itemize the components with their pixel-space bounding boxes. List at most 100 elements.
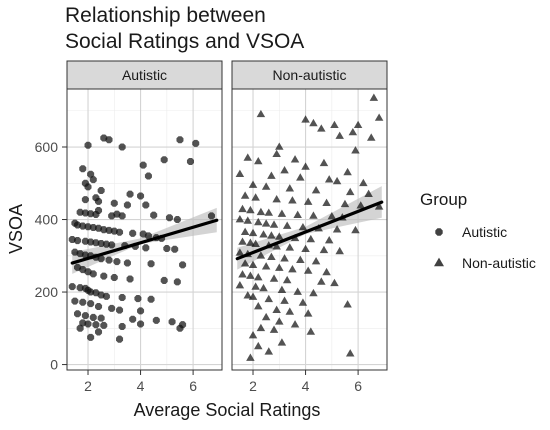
data-point [301, 162, 310, 170]
data-point [345, 349, 355, 357]
data-point [298, 298, 308, 306]
data-point [306, 327, 316, 335]
data-point [275, 263, 284, 271]
x-tick-label: 2 [249, 378, 257, 394]
data-point [142, 244, 150, 252]
data-point [139, 161, 147, 169]
data-point [147, 295, 155, 303]
data-point [126, 275, 134, 283]
data-point [353, 120, 363, 129]
data-point [335, 246, 344, 255]
legend: Group Autistic Non-autistic [420, 190, 536, 271]
data-point [324, 175, 334, 183]
data-point [116, 228, 124, 236]
x-tick-label: 4 [137, 378, 145, 394]
data-point [243, 153, 253, 161]
data-point [168, 318, 176, 326]
data-point [251, 193, 260, 201]
x-axis: 2 4 6 2 4 6 [84, 370, 362, 394]
data-point [248, 260, 258, 269]
data-point [277, 338, 287, 346]
legend-key-autistic [435, 228, 443, 236]
data-point [95, 303, 103, 311]
data-point [364, 189, 373, 197]
data-point [87, 333, 95, 341]
data-point [335, 131, 344, 139]
data-point [256, 251, 266, 259]
points-autistic [68, 134, 215, 343]
data-point [301, 115, 310, 123]
data-point [248, 292, 258, 300]
data-point [261, 262, 271, 270]
data-point [110, 199, 118, 207]
data-point [95, 328, 103, 336]
data-point [296, 173, 305, 181]
y-axis-label: VSOA [6, 204, 26, 254]
y-tick-label: 0 [50, 357, 58, 373]
x-tick-label: 6 [354, 378, 362, 394]
strip-autistic-label: Autistic [122, 67, 167, 83]
panel-autistic: Autistic [66, 60, 223, 371]
data-point [322, 267, 331, 276]
data-point [317, 277, 326, 285]
data-point [81, 196, 89, 204]
data-point [89, 270, 97, 278]
data-point [319, 245, 329, 254]
y-tick-label: 600 [35, 139, 59, 155]
data-point [261, 219, 271, 227]
data-point [269, 220, 279, 228]
data-point [100, 272, 108, 280]
data-point [290, 155, 300, 163]
data-point [272, 195, 281, 203]
data-point [126, 190, 134, 198]
data-point [240, 259, 250, 267]
data-point [160, 276, 168, 284]
legend-label-non-autistic: Non-autistic [462, 255, 536, 271]
data-point [123, 201, 131, 209]
data-point [269, 325, 279, 333]
data-point [332, 176, 342, 185]
data-point [147, 260, 155, 268]
data-point [374, 113, 384, 121]
data-point [261, 312, 271, 321]
data-point [343, 167, 352, 176]
data-point [351, 146, 360, 154]
strip-non-autistic [231, 60, 388, 90]
data-point [256, 323, 266, 332]
data-point [351, 225, 360, 234]
data-point [288, 265, 297, 273]
data-point [311, 257, 321, 265]
data-point [285, 243, 295, 251]
data-point [152, 316, 160, 324]
data-point [275, 232, 284, 240]
data-point [76, 324, 84, 332]
data-point [246, 238, 255, 246]
x-tick-label: 6 [189, 378, 197, 394]
data-point [243, 216, 253, 224]
data-point [81, 312, 89, 320]
data-point [240, 227, 250, 236]
data-point [345, 187, 355, 196]
data-point [374, 202, 384, 210]
panel-autistic-border [66, 88, 223, 371]
data-point [74, 237, 82, 245]
data-point [173, 278, 181, 286]
data-point [95, 206, 103, 214]
data-point [311, 185, 321, 194]
data-point [330, 120, 339, 129]
data-point [118, 322, 126, 330]
data-point [332, 225, 342, 233]
data-point [79, 165, 87, 173]
data-point [343, 300, 352, 308]
x-tick-label: 4 [302, 378, 310, 394]
data-point [246, 271, 255, 279]
chart-title-line-2: Social Ratings and VSOA [65, 30, 304, 53]
data-point [254, 301, 263, 310]
data-point [280, 254, 289, 262]
y-tick-label: 400 [35, 212, 59, 228]
data-point [97, 314, 105, 322]
data-point [317, 124, 326, 132]
data-point [186, 158, 194, 166]
data-point [84, 141, 92, 149]
